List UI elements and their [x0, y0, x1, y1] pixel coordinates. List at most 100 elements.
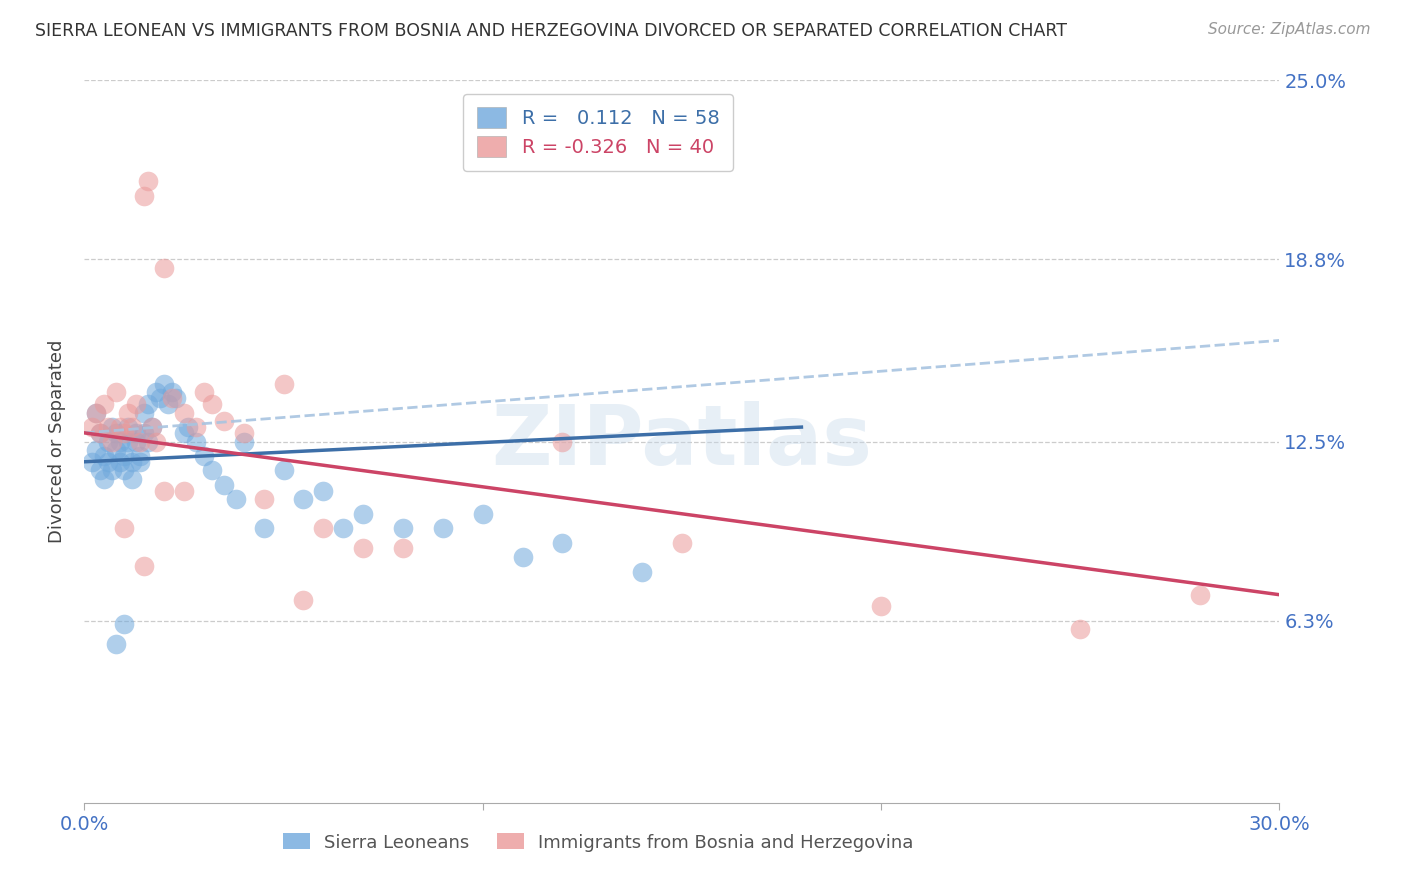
Point: [105, 443, 128, 458]
Point: [273, 376, 295, 391]
Point: [392, 521, 415, 535]
Point: [332, 521, 354, 535]
Point: [110, 420, 132, 434]
Point: [184, 420, 207, 434]
Point: [292, 593, 315, 607]
Point: [136, 174, 159, 188]
Point: [512, 550, 534, 565]
Point: [93, 397, 115, 411]
Point: [129, 434, 152, 449]
Point: [160, 385, 183, 400]
Point: [870, 599, 893, 614]
Point: [671, 535, 693, 549]
Point: [82, 455, 104, 469]
Point: [110, 455, 132, 469]
Point: [132, 406, 156, 420]
Point: [112, 521, 135, 535]
Text: Source: ZipAtlas.com: Source: ZipAtlas.com: [1208, 22, 1371, 37]
Legend: Sierra Leoneans, Immigrants from Bosnia and Herzegovina: Sierra Leoneans, Immigrants from Bosnia …: [276, 826, 921, 859]
Point: [312, 483, 335, 498]
Point: [136, 434, 159, 449]
Point: [145, 385, 167, 400]
Point: [193, 449, 215, 463]
Text: ZIPatlas: ZIPatlas: [492, 401, 872, 482]
Point: [153, 261, 176, 276]
Point: [117, 434, 139, 449]
Point: [177, 420, 200, 434]
Point: [97, 434, 120, 449]
Point: [112, 463, 135, 477]
Point: [125, 425, 148, 440]
Point: [631, 565, 654, 579]
Point: [101, 434, 124, 449]
Point: [201, 463, 224, 477]
Point: [129, 449, 152, 463]
Point: [173, 406, 195, 420]
Point: [173, 483, 195, 498]
Point: [193, 385, 215, 400]
Point: [392, 541, 415, 556]
Point: [551, 434, 574, 449]
Point: [101, 463, 124, 477]
Point: [212, 414, 235, 428]
Point: [153, 376, 176, 391]
Point: [89, 425, 111, 440]
Point: [253, 521, 276, 535]
Point: [1069, 623, 1091, 637]
Point: [86, 406, 108, 420]
Point: [129, 455, 152, 469]
Point: [101, 420, 124, 434]
Point: [93, 449, 115, 463]
Point: [97, 455, 120, 469]
Point: [132, 558, 156, 573]
Point: [89, 463, 111, 477]
Point: [121, 420, 143, 434]
Point: [112, 449, 135, 463]
Point: [112, 616, 135, 631]
Point: [97, 420, 120, 434]
Point: [232, 434, 254, 449]
Point: [105, 385, 128, 400]
Point: [1188, 588, 1211, 602]
Point: [157, 397, 180, 411]
Point: [432, 521, 454, 535]
Point: [273, 463, 295, 477]
Point: [141, 420, 163, 434]
Point: [105, 425, 128, 440]
Point: [112, 425, 135, 440]
Point: [121, 455, 143, 469]
Point: [352, 507, 374, 521]
Text: SIERRA LEONEAN VS IMMIGRANTS FROM BOSNIA AND HERZEGOVINA DIVORCED OR SEPARATED C: SIERRA LEONEAN VS IMMIGRANTS FROM BOSNIA…: [35, 22, 1067, 40]
Point: [117, 420, 139, 434]
Point: [86, 406, 108, 420]
Point: [173, 425, 195, 440]
Y-axis label: Divorced or Separated: Divorced or Separated: [48, 340, 66, 543]
Point: [132, 189, 156, 203]
Point: [121, 472, 143, 486]
Point: [551, 535, 574, 549]
Point: [212, 478, 235, 492]
Point: [125, 397, 148, 411]
Point: [225, 492, 247, 507]
Point: [201, 397, 224, 411]
Point: [117, 406, 139, 420]
Point: [153, 483, 176, 498]
Point: [86, 443, 108, 458]
Point: [312, 521, 335, 535]
Point: [105, 637, 128, 651]
Point: [149, 391, 172, 405]
Point: [352, 541, 374, 556]
Point: [165, 391, 187, 405]
Point: [82, 420, 104, 434]
Point: [93, 472, 115, 486]
Point: [110, 434, 132, 449]
Point: [232, 425, 254, 440]
Point: [141, 420, 163, 434]
Point: [184, 434, 207, 449]
Point: [145, 434, 167, 449]
Point: [125, 434, 148, 449]
Point: [253, 492, 276, 507]
Point: [89, 425, 111, 440]
Point: [292, 492, 315, 507]
Point: [160, 391, 183, 405]
